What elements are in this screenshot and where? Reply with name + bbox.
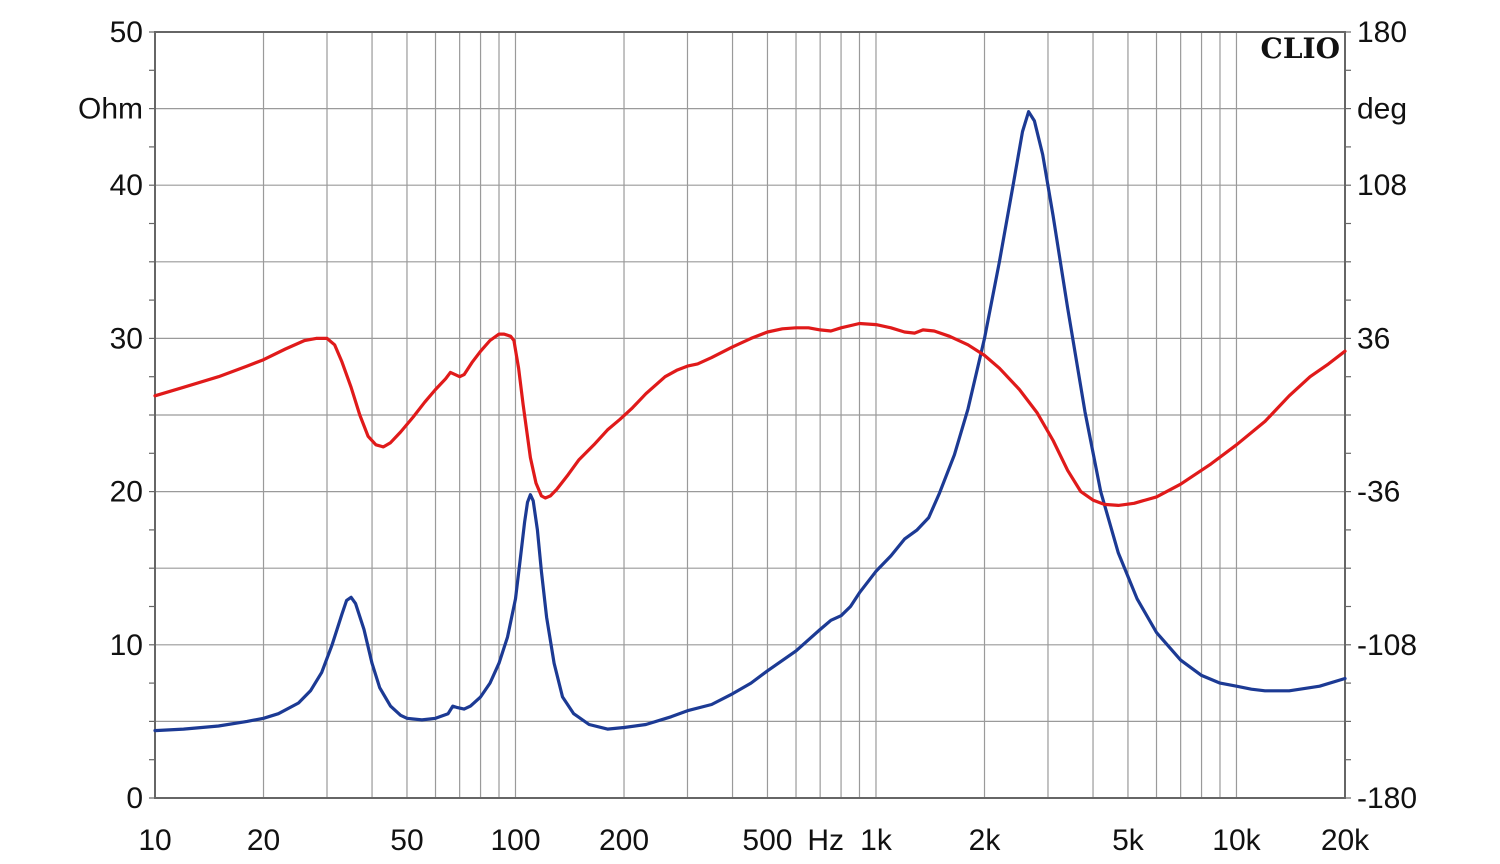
y-right-tick-label: 180 (1357, 16, 1407, 49)
x-tick-label: 200 (599, 824, 649, 857)
y-left-tick-label: 20 (110, 476, 143, 509)
y-left-tick-label: 40 (110, 169, 143, 202)
labels-layer: 10 20 50 100 200 500 1k 2k 5k 10k 20k Hz 0 10 20 30 40 50… (78, 16, 1417, 857)
x-tick-label: 20k (1321, 824, 1370, 857)
x-tick-label: 5k (1112, 824, 1145, 857)
x-tick-label: 50 (390, 824, 423, 857)
x-tick-label: 500 (742, 824, 792, 857)
y-left-tick-label: 50 (110, 16, 143, 49)
y-left-tick-label: 0 (126, 782, 143, 815)
series-layer (153, 110, 1347, 733)
grid (155, 32, 1345, 798)
x-tick-label: 1k (860, 824, 893, 857)
brand-label: CLIO (1261, 32, 1340, 65)
y-right-tick-label: -108 (1357, 629, 1417, 662)
series-line-impedance (153, 110, 1347, 733)
x-tick-label: 2k (969, 824, 1002, 857)
x-tick-label: 100 (490, 824, 540, 857)
x-tick-label: 10 (138, 824, 171, 857)
x-tick-label: 20 (247, 824, 280, 857)
y-right-unit-label: deg (1357, 93, 1407, 126)
y-right-tick-label: -180 (1357, 782, 1417, 815)
y-left-tick-label: 10 (110, 629, 143, 662)
y-right-tick-label: 108 (1357, 169, 1407, 202)
x-tick-label: 10k (1212, 824, 1261, 857)
series-line-phase (153, 321, 1347, 507)
y-right-tick-label: 36 (1357, 322, 1390, 355)
x-axis-unit-label: Hz (807, 824, 844, 857)
y-left-unit-label: Ohm (78, 93, 143, 126)
y-right-tick-label: -36 (1357, 476, 1400, 509)
y-left-tick-label: 30 (110, 322, 143, 355)
